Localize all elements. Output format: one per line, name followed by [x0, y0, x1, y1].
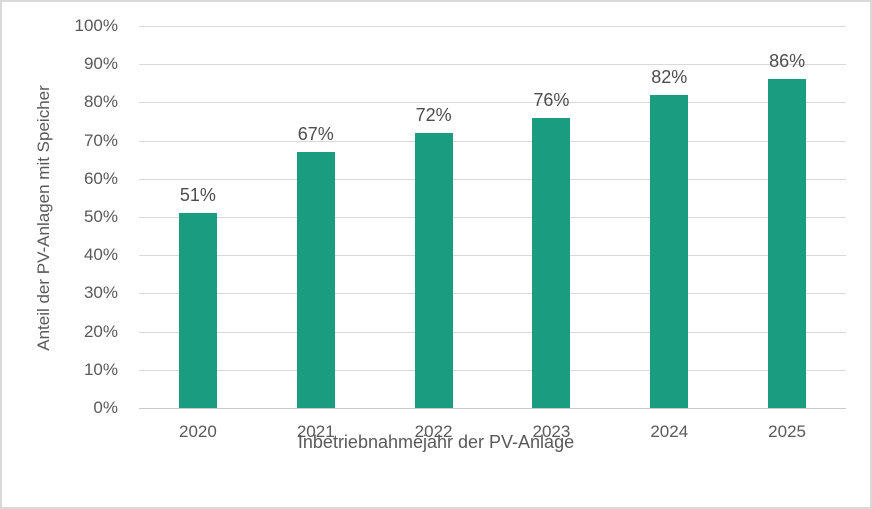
data-label: 82% [651, 66, 688, 87]
gridline [139, 26, 846, 27]
x-tick-label: 2022 [414, 422, 453, 441]
gridline [139, 102, 846, 104]
data-label: 51% [179, 185, 216, 206]
x-tick-label: 2024 [650, 422, 689, 441]
gridline [139, 255, 846, 257]
data-label: 86% [769, 51, 806, 72]
x-tick-label: 2023 [532, 422, 571, 441]
x-axis-line [139, 408, 846, 409]
data-label: 67% [297, 124, 334, 145]
x-tick-label: 2020 [178, 422, 217, 441]
x-tick-label: 2025 [768, 422, 806, 441]
bar-2022 [414, 132, 453, 408]
gridline [139, 293, 846, 295]
y-tick-label: 30% [83, 283, 118, 303]
gridline [139, 64, 846, 66]
plot-area: 51% 2020 67% 2021 72% 2022 76% 2023 82% 2024 86% 20… [139, 26, 846, 441]
bar-2021 [296, 152, 335, 408]
gridline [139, 331, 846, 333]
y-tick-label: 0% [93, 398, 118, 417]
y-tick-label: 20% [83, 321, 118, 341]
y-tick-label: 100% [74, 16, 118, 35]
y-tick-label: 80% [83, 92, 118, 112]
data-label: 72% [415, 104, 452, 125]
y-tick-label: 90% [83, 54, 118, 74]
bar-2024 [650, 94, 689, 408]
bar-2025 [768, 79, 807, 408]
y-axis-tick-labels: 0% 10% 20% 30% 40% 50% 60% 70% 80% 90% 100% [2, 17, 118, 417]
gridline [139, 140, 846, 142]
y-tick-label: 40% [83, 245, 118, 265]
data-label: 76% [533, 89, 570, 110]
gridline [139, 369, 846, 371]
y-tick-label: 70% [83, 130, 118, 150]
bar-2023 [532, 117, 571, 408]
x-axis-title: Inbetriebnahmejahr der PV-Anlage [297, 432, 575, 452]
y-tick-label: 10% [83, 359, 118, 379]
gridline [139, 217, 846, 218]
bar-2020 [178, 213, 217, 408]
y-tick-label: 50% [83, 207, 118, 226]
gridline [139, 178, 846, 180]
y-tick-label: 60% [83, 168, 118, 188]
x-tick-label: 2021 [296, 422, 335, 441]
